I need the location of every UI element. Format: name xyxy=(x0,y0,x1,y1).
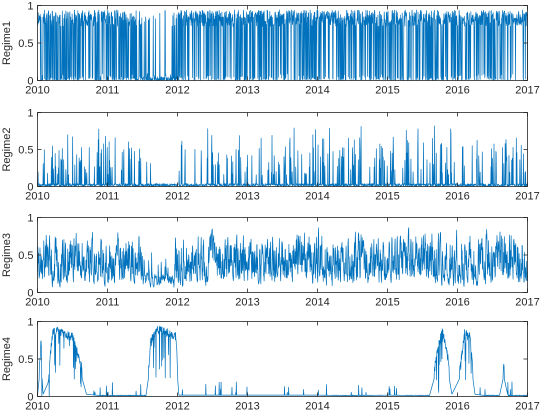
x-tick-label: 2017 xyxy=(515,191,539,203)
x-tick-label: 2010 xyxy=(25,85,49,97)
x-tick-label: 2011 xyxy=(96,85,120,97)
x-tick-label: 2017 xyxy=(515,297,539,309)
x-tick-label: 2011 xyxy=(96,191,120,203)
x-tick-label: 2014 xyxy=(305,191,329,203)
y-tick-label: 0 xyxy=(27,288,33,300)
x-tick-label: 2017 xyxy=(515,401,539,413)
y-axis-label: Regime2 xyxy=(1,127,13,171)
panel-regime1: 2010 2011 2012 2013 2014 2015 2016 2017 0 0.5 1 Reg… xyxy=(1,1,540,97)
y-tick-label: 0 xyxy=(27,182,33,194)
x-tick-label: 2016 xyxy=(445,297,469,309)
x-tick-label: 2016 xyxy=(445,191,469,203)
y-tick-label: 1 xyxy=(27,213,33,225)
x-tick-label: 2016 xyxy=(445,85,469,97)
y-tick-label: 1 xyxy=(27,1,33,13)
x-tick-label: 2016 xyxy=(445,401,469,413)
axes-box xyxy=(37,321,528,397)
x-tick-label: 2015 xyxy=(375,85,399,97)
x-tick-label: 2013 xyxy=(235,85,259,97)
x-tick-label: 2011 xyxy=(96,401,120,413)
x-tick-label: 2013 xyxy=(235,401,259,413)
y-tick-label: 0.5 xyxy=(18,250,33,262)
x-tick-label: 2015 xyxy=(375,297,399,309)
panel-regime2: 2010 2011 2012 2013 2014 2015 2016 2017 0 0.5 1 Reg… xyxy=(1,108,540,203)
y-axis-label: Regime3 xyxy=(1,233,13,277)
x-tick-label: 2017 xyxy=(515,85,539,97)
x-tick-label: 2013 xyxy=(235,297,259,309)
series-line xyxy=(37,227,528,288)
x-tick-label: 2015 xyxy=(375,191,399,203)
series-line xyxy=(37,325,528,397)
x-tick-label: 2013 xyxy=(235,191,259,203)
y-axis-label: Regime1 xyxy=(1,21,13,65)
x-tick-label: 2012 xyxy=(165,401,189,413)
series-line xyxy=(37,125,528,187)
y-tick-label: 1 xyxy=(27,108,33,120)
y-tick-label: 0 xyxy=(27,76,33,88)
x-tick-label: 2010 xyxy=(25,297,49,309)
x-tick-label: 2014 xyxy=(305,401,329,413)
x-tick-label: 2015 xyxy=(375,401,399,413)
x-tick-label: 2014 xyxy=(305,297,329,309)
y-tick-label: 0.5 xyxy=(18,354,33,366)
x-tick-label: 2012 xyxy=(165,191,189,203)
y-tick-label: 0 xyxy=(27,392,33,404)
x-tick-label: 2010 xyxy=(25,401,49,413)
y-tick-label: 1 xyxy=(27,317,33,329)
y-tick-label: 0.5 xyxy=(18,38,33,50)
panel-regime3: 2010 2011 2012 2013 2014 2015 2016 2017 0 0.5 1 Reg… xyxy=(1,213,540,309)
x-tick-label: 2014 xyxy=(305,85,329,97)
x-tick-label: 2010 xyxy=(25,191,49,203)
x-tick-label: 2012 xyxy=(165,85,189,97)
x-tick-label: 2012 xyxy=(165,297,189,309)
y-tick-label: 0.5 xyxy=(18,145,33,157)
panel-regime4: 2010 2011 2012 2013 2014 2015 2016 2017 0 0.5 1 Reg… xyxy=(1,317,540,413)
x-tick-label: 2011 xyxy=(96,297,120,309)
series-line xyxy=(37,9,528,81)
y-axis-label: Regime4 xyxy=(1,337,13,381)
